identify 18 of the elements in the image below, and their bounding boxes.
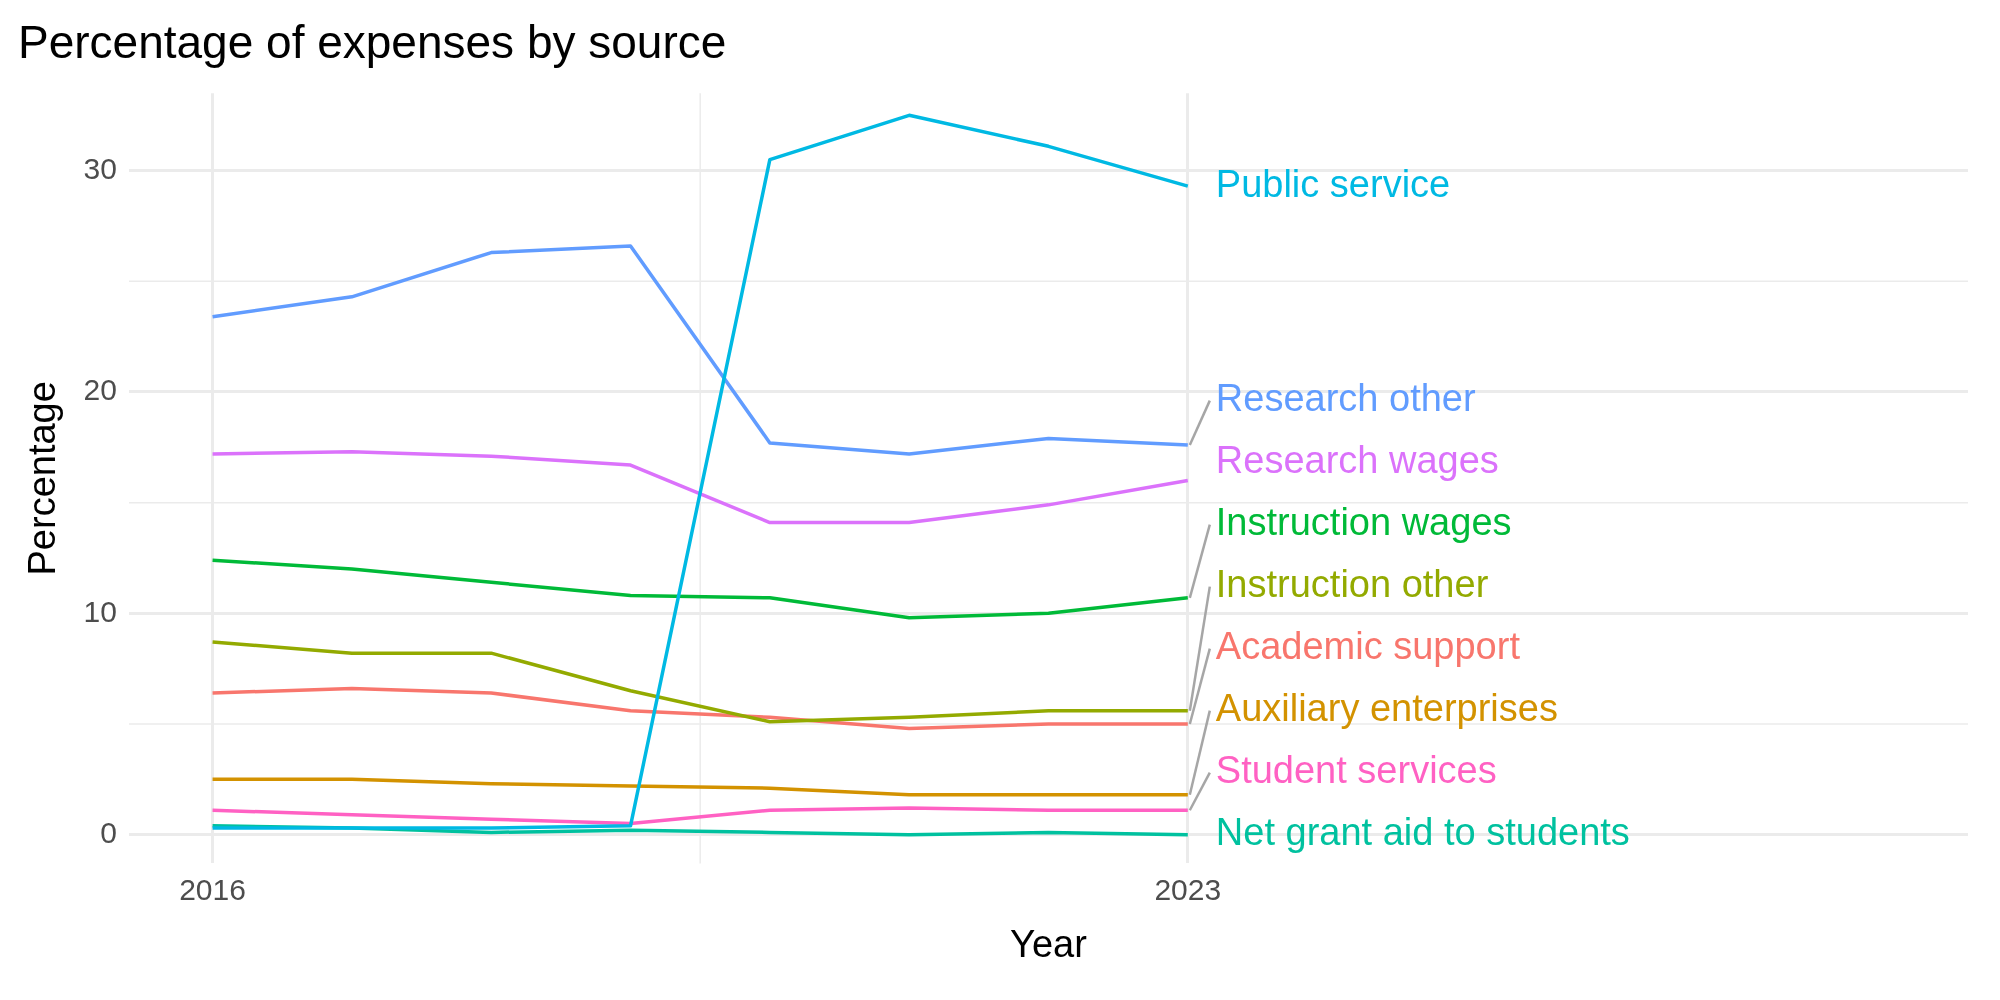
y-tick-label: 20: [83, 373, 117, 407]
series-label: Student services: [1215, 749, 1497, 792]
chart-title: Percentage of expenses by source: [18, 16, 727, 69]
y-tick-label: 30: [83, 151, 117, 185]
series-label: Instruction wages: [1215, 501, 1512, 544]
series-label: Net grant aid to students: [1215, 811, 1630, 854]
y-axis-title: Percentage: [21, 381, 64, 576]
series-label: Research wages: [1215, 439, 1499, 482]
x-tick-label: 2016: [179, 872, 246, 906]
x-axis-title: Year: [1010, 922, 1088, 965]
y-tick-label: 0: [100, 815, 117, 849]
x-tick-label: 2023: [1154, 872, 1222, 906]
series-label: Research other: [1215, 377, 1476, 420]
text: Instruction other: [1215, 563, 1489, 606]
series-label: Auxiliary enterprises: [1215, 687, 1558, 730]
series-label: Public service: [1215, 162, 1451, 205]
y-tick-label: 10: [83, 594, 117, 628]
series-label: Academic support: [1215, 625, 1521, 668]
